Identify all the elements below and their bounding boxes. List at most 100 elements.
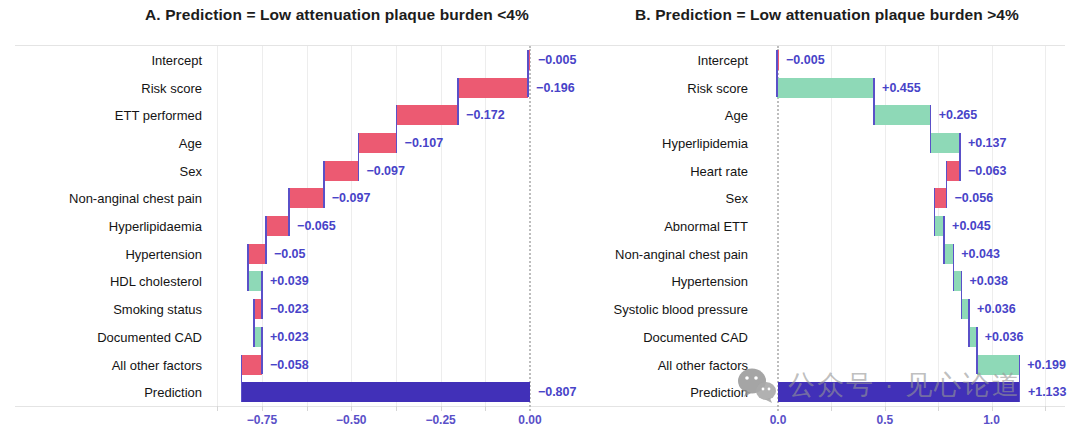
axis-tick [938,406,939,411]
panel-a-title: A. Prediction = Low attenuation plaque b… [77,6,597,28]
waterfall-bar [266,216,289,236]
category-label: Prediction [690,385,748,400]
gridline [1045,46,1046,406]
figure-waterfall-charts: A. Prediction = Low attenuation plaque b… [0,0,1080,435]
gridline [441,46,442,406]
category-label: HDL cholesterol [110,274,202,289]
category-label: Intercept [151,52,202,67]
connector-line [934,188,936,236]
waterfall-bar [947,161,961,181]
category-label: Systolic blood pressure [614,302,748,317]
waterfall-bar [874,105,931,125]
category-label: Smoking status [113,302,202,317]
gridline [485,46,486,406]
connector-line [976,327,978,375]
waterfall-bar [931,133,960,153]
waterfall-bar [458,78,528,98]
waterfall-bar [248,244,266,264]
category-label: All other factors [658,357,748,372]
category-label: Documented CAD [643,329,748,344]
category-label: Age [179,135,202,150]
gridline [885,46,886,406]
bar-value-label: +0.039 [270,274,309,288]
axis-tick [307,406,308,411]
axis-tick [992,406,993,411]
category-label: Age [725,108,748,123]
bar-value-label: −0.058 [270,358,309,372]
category-label: Hyperlipidaemia [109,219,202,234]
waterfall-bar [777,78,874,98]
bar-value-label: −0.023 [270,302,309,316]
x-tick-label: 0.0 [770,413,787,427]
axis-tick [1045,406,1046,411]
axis-tick [217,406,218,411]
gridline [396,46,397,406]
waterfall-bar [242,382,530,402]
connector-line [527,50,529,98]
waterfall-bar [324,161,359,181]
bar-value-label: −0.807 [538,385,577,399]
connector-line [873,78,875,126]
waterfall-bar [248,271,262,291]
connector-line [930,105,932,153]
connector-line [261,271,263,319]
x-tick-label: 1.0 [983,413,1000,427]
connector-line [247,244,249,292]
category-label: Non-anginal chest pain [615,246,748,261]
x-tick-label: −0.25 [425,413,455,427]
bar-value-label: +0.137 [968,136,1007,150]
axis-tick [885,406,886,411]
waterfall-bar [397,105,458,125]
connector-line [946,161,948,209]
bar-value-label: −0.107 [405,136,444,150]
category-label: All other factors [112,357,202,372]
bar-value-label: −0.065 [297,219,336,233]
axis-tick [262,406,263,411]
bar-value-label: −0.063 [968,164,1007,178]
connector-line [961,271,963,319]
category-label: Non-anginal chest pain [69,191,202,206]
connector-line [1019,355,1021,403]
category-label: Intercept [697,52,748,67]
connector-line [288,188,290,236]
bar-value-label: +0.036 [985,330,1024,344]
connector-line [953,244,955,292]
waterfall-bar [778,382,1020,402]
waterfall-bar [241,355,262,375]
category-label: Hypertension [125,246,202,261]
connector-line [776,50,778,98]
x-axis-line [15,406,1065,407]
waterfall-bar [935,188,947,208]
category-label: Risk score [687,80,748,95]
gridline [831,46,832,406]
x-tick-label: 0.00 [518,413,541,427]
waterfall-bar [358,133,396,153]
bar-value-label: −0.172 [466,108,505,122]
axis-tick [831,406,832,411]
gridline [992,46,993,406]
bar-value-label: −0.005 [786,53,825,67]
axis-tick [351,406,352,411]
waterfall-bar [977,355,1020,375]
connector-line [358,133,360,181]
bar-value-label: −0.097 [366,164,405,178]
category-label: Hyperlipidemia [662,135,748,150]
bar-value-label: −0.005 [538,53,577,67]
panel-b-title: B. Prediction = Low attenuation plaque b… [567,6,1080,28]
zero-reference-line [529,46,531,411]
connector-line [261,327,263,375]
connector-line [396,105,398,153]
bar-value-label: +0.455 [882,81,921,95]
bar-value-label: +0.045 [952,219,991,233]
x-tick-label: −0.75 [247,413,277,427]
bar-value-label: +0.038 [969,274,1008,288]
category-label: Sex [180,163,202,178]
category-label: ETT performed [115,108,202,123]
connector-line [943,216,945,264]
category-label: Sex [726,191,748,206]
bar-value-label: −0.196 [536,81,575,95]
bar-value-label: +0.043 [961,247,1000,261]
x-tick-label: −0.50 [336,413,366,427]
bar-value-label: +0.036 [977,302,1016,316]
connector-line [241,355,243,403]
